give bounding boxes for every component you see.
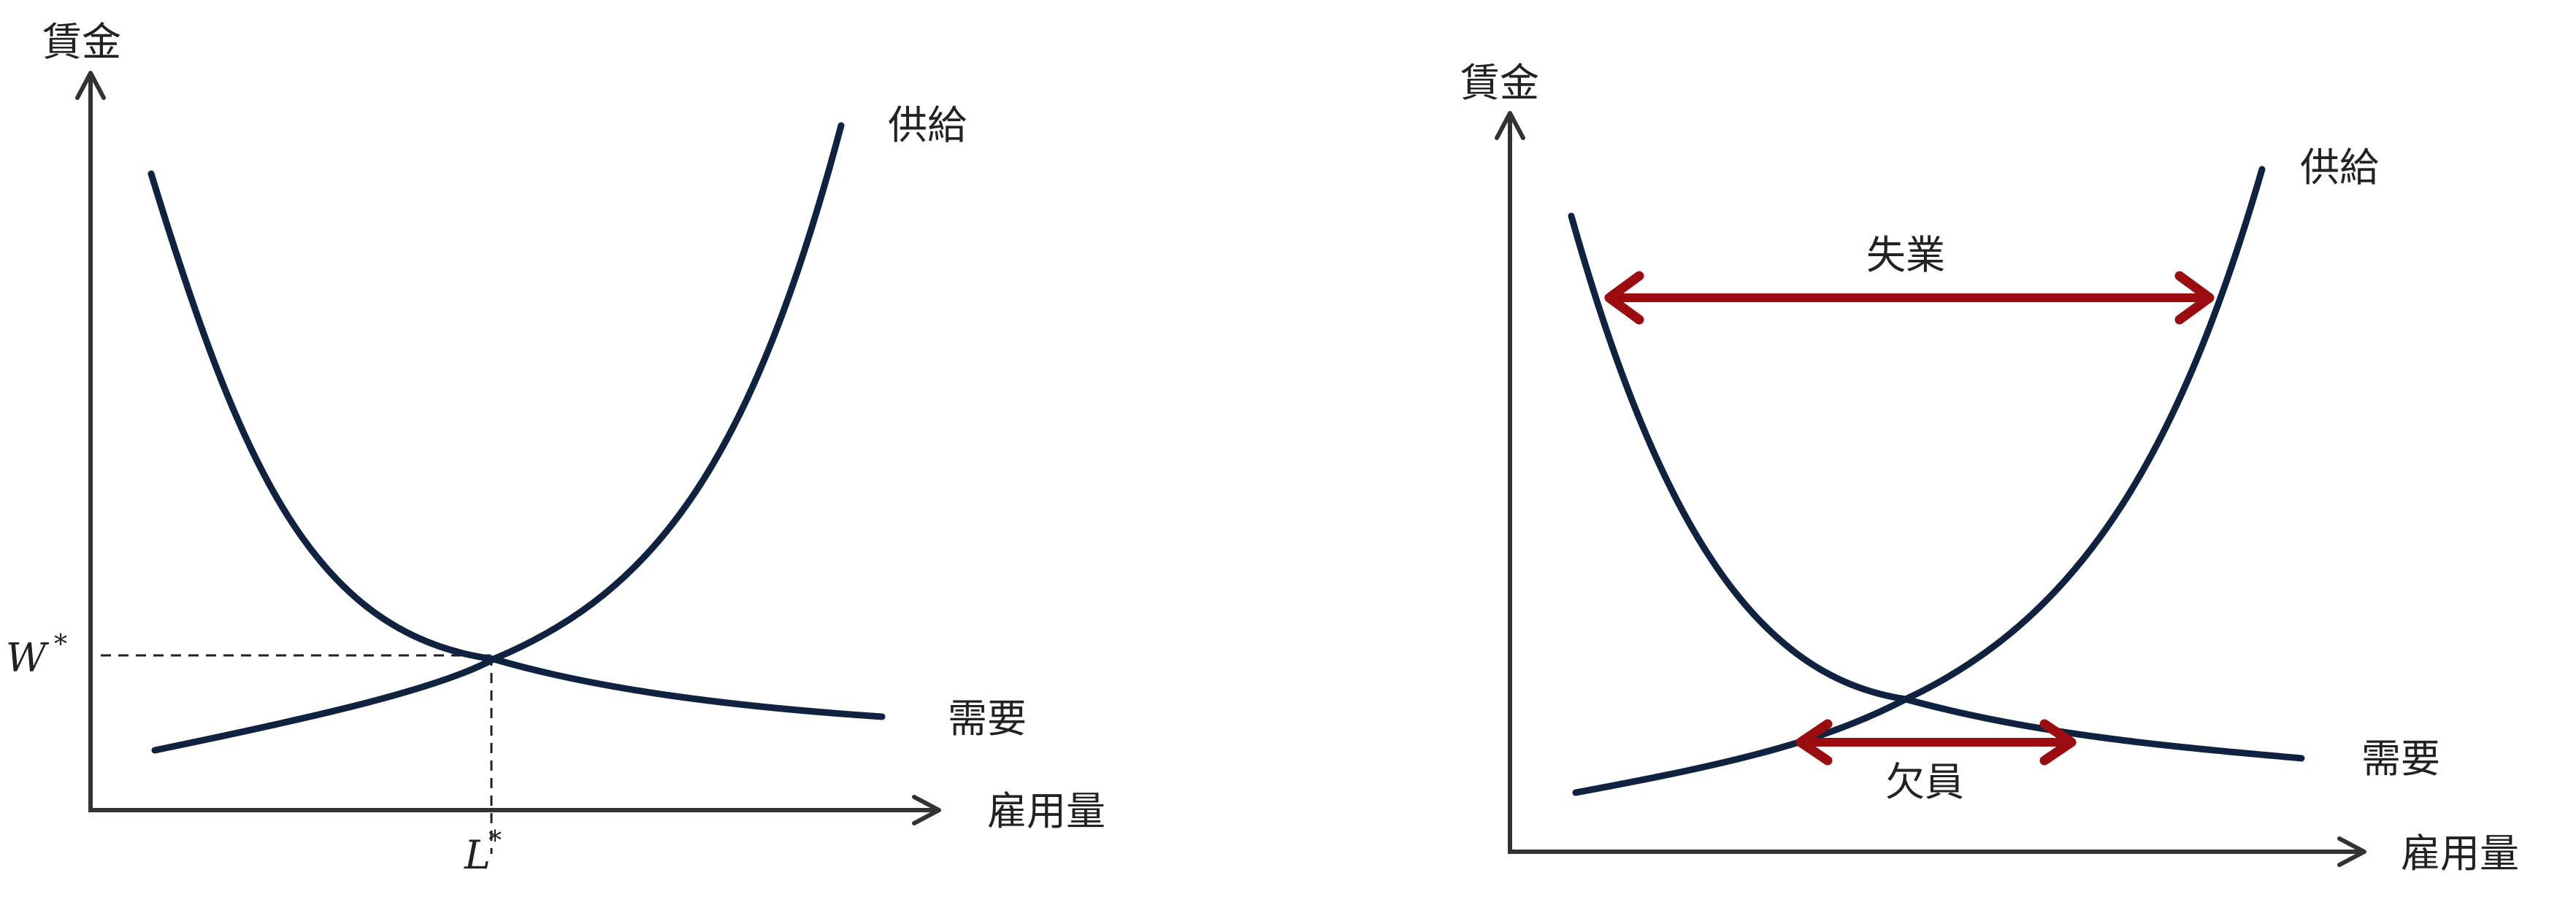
left-supply-curve [151,122,845,754]
left-panel: 賃金 雇用量 供給 需要 W * L * [6,19,1105,878]
left-demand-label: 需要 [948,696,1027,742]
vacancy-label: 欠員 [1885,759,1964,805]
left-demand-curve [147,170,886,720]
right-x-axis-label: 雇用量 [2401,831,2519,877]
right-demand-label: 需要 [2361,736,2440,782]
left-y-axis-label: 賃金 [42,19,121,65]
unemployment-gap-arrow [1604,271,2215,325]
left-y-axis-arrowhead [75,71,106,100]
vacancy-gap-arrow [1795,719,2077,766]
right-demand-curve [1568,212,2305,762]
right-supply-curve [1572,166,2266,796]
left-supply-label: 供給 [888,102,967,148]
left-x-axis-arrowhead [912,795,941,825]
left-equilibrium-wage-symbol: W [6,635,50,681]
left-equilibrium-quantity-symbol: L [464,832,491,878]
right-y-axis-label: 賃金 [1460,60,1539,106]
left-equilibrium-quantity-sup: * [488,826,502,856]
right-supply-label: 供給 [2300,145,2379,190]
right-y-axis-arrowhead [1495,111,1525,140]
right-panel: 賃金 雇用量 供給 需要 失業 欠員 [1460,60,2519,877]
unemployment-label: 失業 [1866,232,1945,278]
left-equilibrium-wage-sup: * [54,630,67,660]
right-x-axis-arrowhead [2337,836,2366,867]
left-x-axis-label: 雇用量 [987,788,1105,834]
